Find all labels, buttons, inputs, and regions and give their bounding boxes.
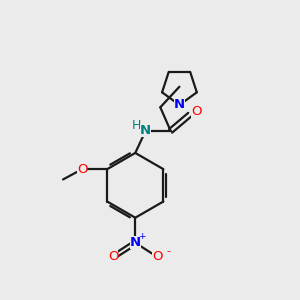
Text: N: N <box>130 236 141 249</box>
Text: -: - <box>166 247 170 256</box>
Text: O: O <box>108 250 119 262</box>
Text: N: N <box>140 124 151 137</box>
Text: H: H <box>131 119 141 132</box>
Text: O: O <box>191 105 202 118</box>
Text: N: N <box>174 98 185 111</box>
Text: O: O <box>77 163 88 176</box>
Text: O: O <box>152 250 163 262</box>
Text: +: + <box>138 232 146 241</box>
